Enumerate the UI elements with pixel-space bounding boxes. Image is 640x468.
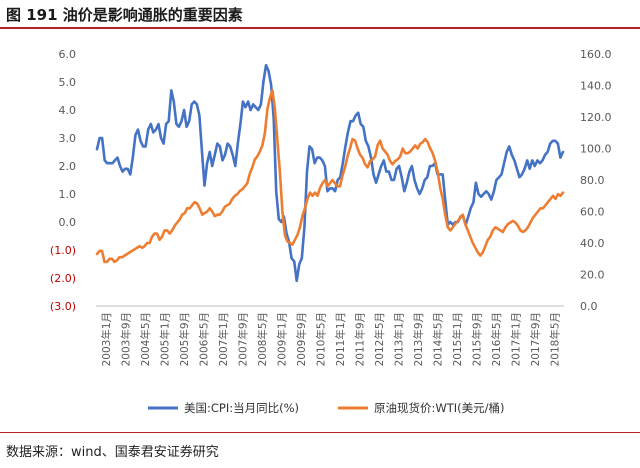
- wti-series-line: [95, 88, 565, 264]
- left-tick-label: (2.0): [50, 272, 76, 285]
- x-tick-label: 2003年9月: [119, 312, 132, 366]
- left-tick-label: (1.0): [50, 244, 76, 257]
- x-tick-label: 2017年9月: [529, 312, 542, 366]
- x-tick-label: 2014年5月: [431, 312, 444, 366]
- right-tick-label: 120.0: [580, 111, 612, 124]
- x-tick-label: 2013年1月: [392, 312, 405, 366]
- left-tick-label: 6.0: [59, 48, 77, 61]
- x-tick-label: 2009年9月: [295, 312, 308, 366]
- right-tick-label: 140.0: [580, 80, 612, 93]
- x-tick-label: 2008年5月: [256, 312, 269, 366]
- left-tick-label: 4.0: [59, 104, 77, 117]
- x-tick-label: 2005年9月: [178, 312, 191, 366]
- x-axis: 2003年1月 2003年9月 2004年5月 2005年1月 2005年9月 2006年…: [100, 312, 562, 366]
- x-tick-label: 2013年9月: [412, 312, 425, 366]
- right-tick-label: 40.0: [580, 237, 605, 250]
- right-tick-label: 20.0: [580, 269, 605, 282]
- left-tick-label: (3.0): [50, 300, 76, 313]
- cpi-series-line: [95, 63, 565, 283]
- x-tick-label: 2016年5月: [490, 312, 503, 366]
- left-axis: 6.0 5.0 4.0 3.0 2.0 1.0 0.0 (1.0) (2.0) (3.0): [50, 48, 76, 313]
- right-tick-label: 60.0: [580, 206, 605, 219]
- series-layer: [95, 63, 565, 283]
- right-tick-label: 160.0: [580, 48, 612, 61]
- source-note: 数据来源：wind、国泰君安证券研究: [6, 445, 219, 460]
- cpi-legend-label: 美国:CPI:当月同比(%): [184, 401, 299, 415]
- x-tick-label: 2015年9月: [470, 312, 483, 366]
- left-tick-label: 5.0: [59, 76, 77, 89]
- x-tick-label: 2003年1月: [100, 312, 113, 366]
- x-tick-label: 2018年5月: [548, 312, 561, 366]
- line-chart: 6.0 5.0 4.0 3.0 2.0 1.0 0.0 (1.0) (2.0) (3.0) 160…: [50, 48, 612, 415]
- source-rule: [0, 432, 640, 433]
- right-tick-label: 100.0: [580, 143, 612, 156]
- x-tick-label: 2011年1月: [334, 312, 347, 366]
- wti-legend-label: 原油现货价:WTI(美元/桶): [374, 401, 505, 415]
- x-tick-label: 2011年9月: [353, 312, 366, 366]
- figure-title: 图 191 油价是影响通胀的重要因素: [6, 6, 243, 24]
- left-tick-label: 2.0: [59, 160, 77, 173]
- x-tick-label: 2010年5月: [314, 312, 327, 366]
- x-tick-label: 2015年1月: [451, 312, 464, 366]
- x-tick-label: 2005年1月: [158, 312, 171, 366]
- x-tick-label: 2009年1月: [275, 312, 288, 366]
- right-axis: 160.0 140.0 120.0 100.0 80.0 60.0 40.0 20.0 0.0: [580, 48, 612, 313]
- legend: 美国:CPI:当月同比(%) 原油现货价:WTI(美元/桶): [148, 401, 505, 415]
- right-tick-label: 0.0: [580, 300, 598, 313]
- left-tick-label: 3.0: [59, 132, 77, 145]
- left-tick-label: 0.0: [59, 216, 77, 229]
- x-tick-label: 2012年5月: [373, 312, 386, 366]
- x-tick-label: 2007年1月: [217, 312, 230, 366]
- x-tick-label: 2006年5月: [197, 312, 210, 366]
- title-rule: [0, 27, 640, 29]
- x-tick-label: 2007年9月: [236, 312, 249, 366]
- left-tick-label: 1.0: [59, 188, 77, 201]
- x-tick-label: 2004年5月: [139, 312, 152, 366]
- x-tick-label: 2017年1月: [509, 312, 522, 366]
- right-tick-label: 80.0: [580, 174, 605, 187]
